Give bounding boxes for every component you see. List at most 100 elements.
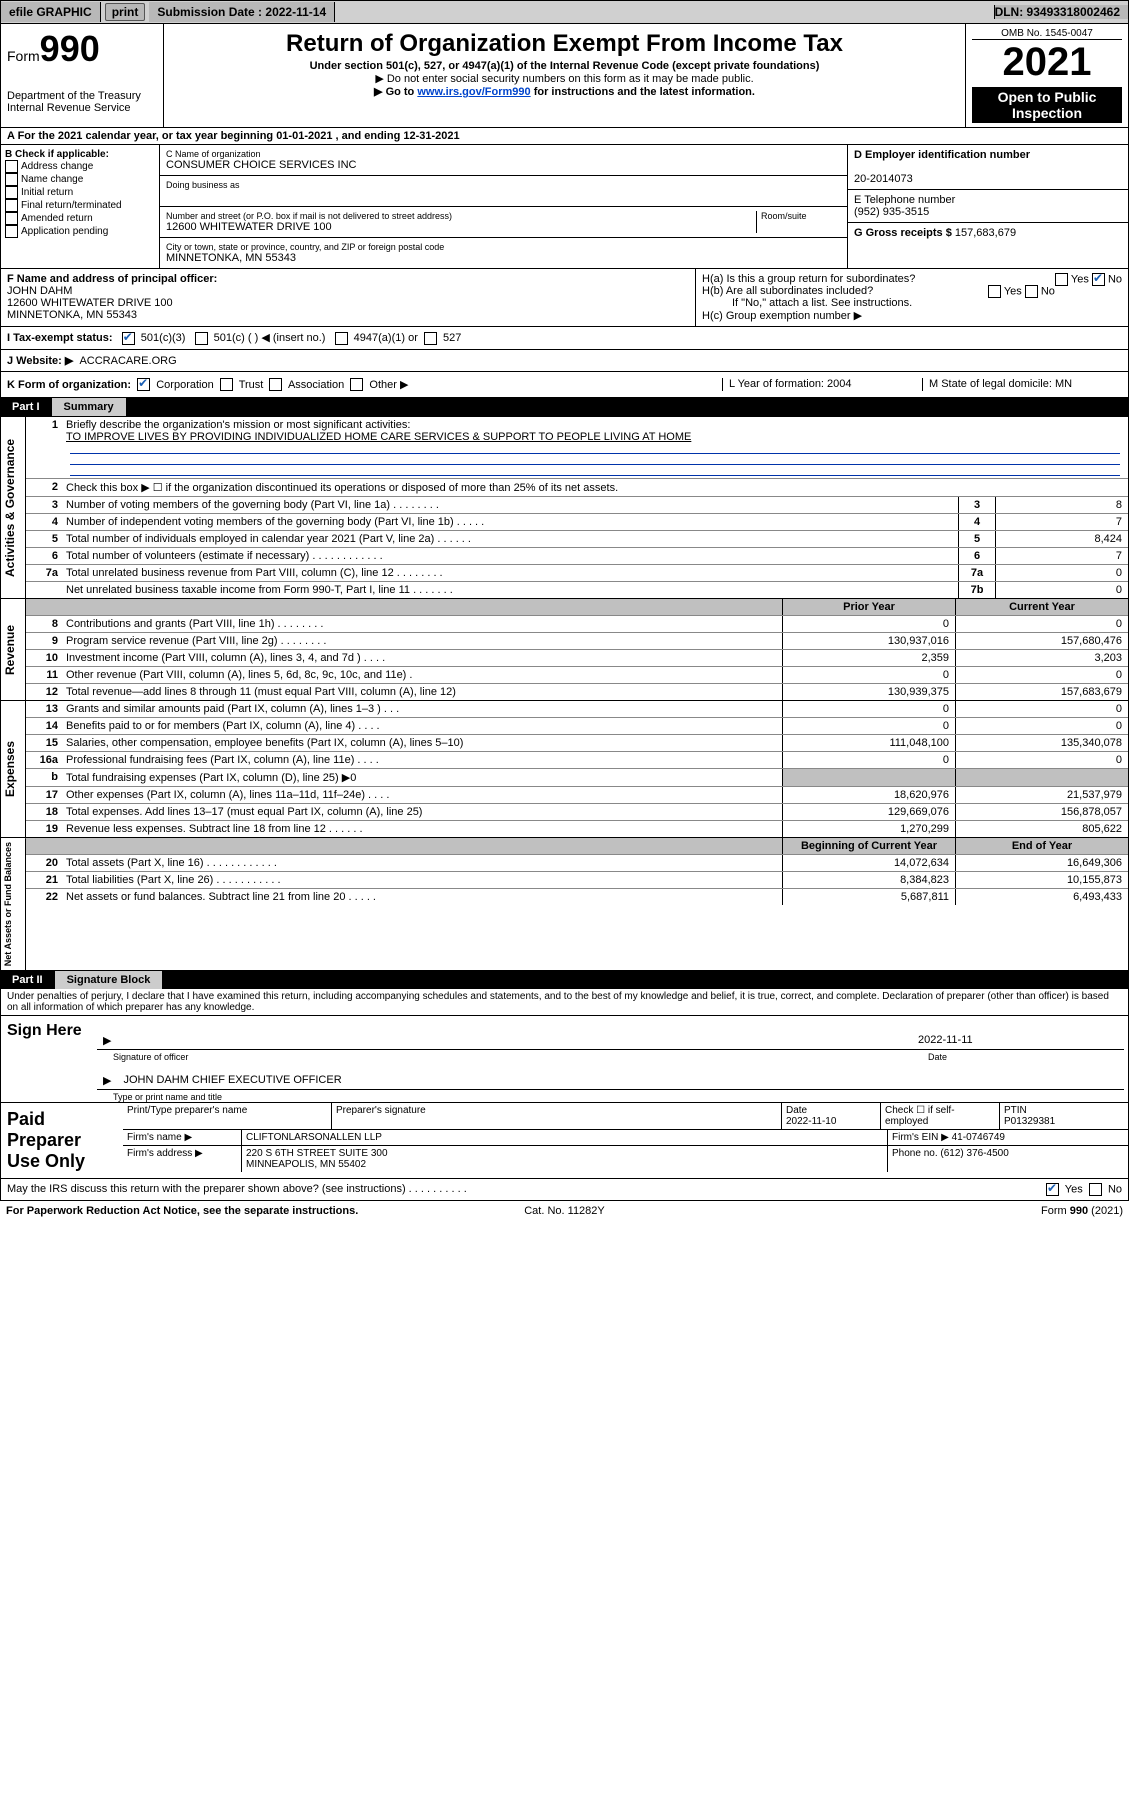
- l9n: 9: [26, 633, 62, 649]
- l8c: 0: [955, 616, 1128, 632]
- f-name: JOHN DAHM: [7, 285, 72, 297]
- l7bv: 0: [995, 582, 1128, 598]
- l15n: 15: [26, 735, 62, 751]
- l17p: 18,620,976: [782, 787, 955, 803]
- box-b-label: B Check if applicable:: [5, 149, 109, 160]
- hb-yes[interactable]: [988, 285, 1001, 298]
- chk-address[interactable]: [5, 160, 18, 173]
- box-h: H(a) Is this a group return for subordin…: [696, 269, 1128, 326]
- chk-amended[interactable]: [5, 212, 18, 225]
- l7at: Total unrelated business revenue from Pa…: [62, 565, 958, 581]
- l7av: 0: [995, 565, 1128, 581]
- website: ACCRACARE.ORG: [79, 355, 176, 367]
- lbl-name: Name change: [21, 174, 83, 185]
- paid-preparer: Paid Preparer Use Only Print/Type prepar…: [0, 1103, 1129, 1179]
- l11p: 0: [782, 667, 955, 683]
- lbl-pending: Application pending: [21, 226, 108, 237]
- l14n: 14: [26, 718, 62, 734]
- chk-final[interactable]: [5, 199, 18, 212]
- l11t: Other revenue (Part VIII, column (A), li…: [62, 667, 782, 683]
- l18t: Total expenses. Add lines 13–17 (must eq…: [62, 804, 782, 820]
- chk-assoc[interactable]: [269, 378, 282, 391]
- chk-name[interactable]: [5, 173, 18, 186]
- yes-lbl: Yes: [1071, 273, 1089, 285]
- irs-link[interactable]: www.irs.gov/Form990: [417, 86, 530, 98]
- part2-num: Part II: [0, 971, 55, 989]
- l16bc: [955, 769, 1128, 786]
- ha-yes[interactable]: [1055, 273, 1068, 286]
- firmname: CLIFTONLARSONALLEN LLP: [242, 1130, 888, 1145]
- l12p: 130,939,375: [782, 684, 955, 700]
- l18c: 156,878,057: [955, 804, 1128, 820]
- l14t: Benefits paid to or for members (Part IX…: [62, 718, 782, 734]
- chk-527[interactable]: [424, 332, 437, 345]
- room-label: Room/suite: [756, 211, 841, 233]
- officer-name: JOHN DAHM CHIEF EXECUTIVE OFFICER: [117, 1072, 347, 1089]
- form-number: 990: [40, 28, 100, 69]
- print-button[interactable]: print: [105, 3, 146, 21]
- chk-501c[interactable]: [195, 332, 208, 345]
- prep-c1: Print/Type preparer's name: [123, 1103, 332, 1129]
- no-lbl2: No: [1041, 285, 1055, 297]
- hb-no[interactable]: [1025, 285, 1038, 298]
- row-k: K Form of organization: Corporation Trus…: [0, 372, 1129, 399]
- chk-initial[interactable]: [5, 186, 18, 199]
- l4b: 4: [958, 514, 995, 530]
- cat-no: Cat. No. 11282Y: [378, 1205, 750, 1217]
- chk-trust[interactable]: [220, 378, 233, 391]
- l16ac: 0: [955, 752, 1128, 768]
- chk-4947[interactable]: [335, 332, 348, 345]
- chk-501c3[interactable]: [122, 332, 135, 345]
- part1-title: Summary: [52, 398, 126, 416]
- l3t: Number of voting members of the governin…: [62, 497, 958, 513]
- typeline-label: Type or print name and title: [93, 1092, 1128, 1102]
- prep-c2: Preparer's signature: [332, 1103, 782, 1129]
- lbl-501c: 501(c) ( ) ◀ (insert no.): [214, 332, 326, 344]
- omb-label: OMB No. 1545-0047: [972, 28, 1122, 40]
- org-name: CONSUMER CHOICE SERVICES INC: [166, 159, 841, 171]
- l17c: 21,537,979: [955, 787, 1128, 803]
- chk-pending[interactable]: [5, 225, 18, 238]
- l21n: 21: [26, 872, 62, 888]
- discuss-no[interactable]: [1089, 1183, 1102, 1196]
- box-f: F Name and address of principal officer:…: [1, 269, 696, 326]
- summary-expenses: Expenses 13Grants and similar amounts pa…: [0, 701, 1129, 838]
- discuss-no-lbl: No: [1108, 1184, 1122, 1196]
- l16ap: 0: [782, 752, 955, 768]
- ein-label: D Employer identification number: [854, 149, 1030, 161]
- discuss-row: May the IRS discuss this return with the…: [0, 1179, 1129, 1201]
- phone: (952) 935-3515: [854, 206, 929, 218]
- l5v: 8,424: [995, 531, 1128, 547]
- form-note1: ▶ Do not enter social security numbers o…: [170, 72, 959, 85]
- vlabel-exp: Expenses: [1, 701, 26, 837]
- l6v: 7: [995, 548, 1128, 564]
- sign-here-row: Sign Here ▶ 2022-11-11 Signature of offi…: [0, 1016, 1129, 1103]
- dba-label: Doing business as: [166, 180, 841, 190]
- l11c: 0: [955, 667, 1128, 683]
- l22c: 6,493,433: [955, 889, 1128, 905]
- pra-notice: For Paperwork Reduction Act Notice, see …: [6, 1205, 378, 1217]
- l18p: 129,669,076: [782, 804, 955, 820]
- lbl-initial: Initial return: [21, 187, 73, 198]
- lbl-501c3: 501(c)(3): [141, 332, 186, 344]
- note2-pre: ▶ Go to: [374, 86, 417, 98]
- l6b: 6: [958, 548, 995, 564]
- l19p: 1,270,299: [782, 821, 955, 837]
- l16bp: [782, 769, 955, 786]
- l14p: 0: [782, 718, 955, 734]
- l21c: 10,155,873: [955, 872, 1128, 888]
- discuss-yes[interactable]: [1046, 1183, 1059, 1196]
- sigoff-label: Signature of officer: [93, 1052, 928, 1062]
- chk-other[interactable]: [350, 378, 363, 391]
- prep-c4: Check ☐ if self-employed: [881, 1103, 1000, 1129]
- page-footer: For Paperwork Reduction Act Notice, see …: [0, 1201, 1129, 1221]
- l10p: 2,359: [782, 650, 955, 666]
- chk-corp[interactable]: [137, 378, 150, 391]
- dept-label: Department of the Treasury: [7, 90, 157, 102]
- l9p: 130,937,016: [782, 633, 955, 649]
- l8n: 8: [26, 616, 62, 632]
- l17n: 17: [26, 787, 62, 803]
- row-j: J Website: ▶ ACCRACARE.ORG: [0, 350, 1129, 372]
- lbl-527: 527: [443, 332, 461, 344]
- ha-no[interactable]: [1092, 273, 1105, 286]
